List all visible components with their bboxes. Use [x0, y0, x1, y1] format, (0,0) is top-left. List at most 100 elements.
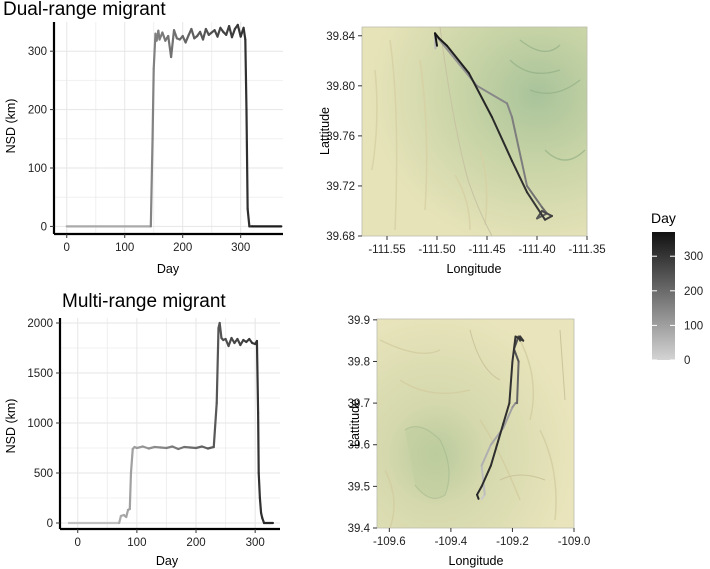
x-tick-label: -111.45	[468, 244, 505, 256]
nsd-line-segment	[128, 471, 133, 511]
gridlines	[54, 22, 283, 234]
x-tick-label: -109.0	[558, 536, 591, 548]
y-tick-label: 39.68	[326, 231, 355, 243]
x-axis-label: Day	[157, 262, 180, 276]
nsd-line-segment	[257, 471, 261, 500]
nsd-line-segment	[129, 447, 134, 475]
track-segment	[434, 32, 438, 47]
track-segment	[489, 422, 505, 467]
x-axis-label: Longitude	[449, 554, 504, 568]
nsd-line-segment	[258, 496, 263, 515]
track-segment	[511, 335, 517, 363]
x-axis-label: Longitude	[447, 262, 502, 276]
track-segment	[438, 37, 448, 47]
track-segment	[476, 84, 508, 105]
y-tick-label: 39.7	[348, 398, 370, 410]
track-series	[376, 318, 575, 529]
terrain-background	[362, 26, 587, 237]
track-segment	[468, 72, 493, 119]
track-segment	[544, 214, 553, 221]
y-tick-label: 0	[47, 518, 53, 530]
nsd-line-segment	[257, 411, 260, 475]
nsd-line-segment	[244, 38, 248, 111]
x-tick-label: -109.4	[435, 536, 468, 548]
x-tick-label: 0	[64, 242, 70, 254]
y-tick-label: 39.84	[326, 31, 355, 43]
x-tick-label: -111.40	[518, 244, 555, 256]
y-tick-label: 2000	[27, 318, 53, 330]
y-axis-label: NSD (km)	[4, 399, 18, 454]
track-segment	[502, 406, 514, 430]
y-tick-label: 500	[34, 468, 53, 480]
track-segment	[516, 360, 520, 405]
track-segment	[480, 464, 492, 488]
y-tick-label: 39.72	[326, 181, 355, 193]
tick-labels: -111.55 -111.50 -111.45 -111.40 -111.35 39.68…	[326, 31, 605, 256]
x-tick-label: 100	[127, 537, 146, 549]
map-frame	[361, 26, 588, 237]
nsd-series	[67, 321, 275, 525]
nsd-series	[65, 23, 283, 228]
track-segment	[541, 209, 553, 217]
x-tick-label: 200	[173, 242, 192, 254]
nsd-line-segment	[190, 27, 196, 40]
track-segment	[511, 116, 528, 187]
nsd-line-segment	[152, 32, 157, 70]
nsd-line-segment	[218, 321, 223, 340]
nsd-line-segment	[201, 27, 207, 41]
y-tick-label: 200	[28, 105, 47, 117]
nsd-line-segment	[170, 29, 176, 59]
legend-title: Day	[651, 210, 676, 226]
map-panel-dual: -111.55 -111.50 -111.45 -111.40 -111.35 39.68…	[318, 26, 606, 276]
x-tick-label: 0	[75, 537, 81, 549]
track-segment	[480, 464, 486, 496]
track-segment	[502, 402, 511, 425]
nsd-line-segment	[184, 34, 190, 44]
legend-tick-label: 300	[684, 251, 703, 263]
legend-tick-label: 200	[684, 286, 703, 298]
nsd-line-segment	[245, 108, 249, 210]
nsd-line-segment	[149, 137, 154, 228]
track-segment	[514, 335, 525, 342]
y-tick-label: 39.80	[326, 81, 355, 93]
day-legend: Day 0 100 200 300	[651, 210, 703, 367]
track-segment	[446, 44, 470, 75]
legend-tick-label: 0	[684, 355, 690, 367]
y-tick-label: 0	[41, 221, 47, 233]
track-segment	[511, 159, 528, 194]
nsd-line-segment	[246, 207, 251, 228]
panel-title-multi: Multi-range migrant	[62, 291, 226, 312]
map-frame	[376, 318, 575, 529]
track-segment	[512, 347, 520, 363]
nsd-line-segment	[255, 339, 260, 415]
track-segment	[476, 485, 483, 496]
x-tick-label: 100	[115, 242, 134, 254]
y-axis-label: Lattitude	[348, 399, 362, 447]
map-panel-multi: -109.6 -109.4 -109.2 -109.0 39.4 39.5 39.6 39.7…	[348, 315, 591, 568]
legend-colorbar	[652, 232, 675, 360]
track-segment	[476, 493, 480, 500]
tick-labels: 0 100 200 300 0 100 200 300	[28, 46, 250, 254]
nsd-line-segment	[242, 26, 247, 41]
x-tick-label: -111.35	[568, 244, 605, 256]
track-segment	[526, 184, 543, 209]
y-tick-label: 39.4	[348, 523, 371, 535]
nsd-panel-multi: Multi-range migrant 0 100 200 300 0 500 1000 15…	[4, 291, 280, 568]
panel-title-dual: Dual-range migrant	[3, 0, 166, 20]
y-axis-label: Lattitude	[318, 107, 332, 155]
terrain-background	[377, 319, 574, 529]
nsd-line-segment	[118, 514, 123, 525]
track-segment	[506, 102, 513, 119]
x-axis-label: Day	[156, 554, 179, 568]
nsd-line-segment	[215, 326, 220, 405]
x-tick-label: -111.55	[368, 244, 405, 256]
nsd-line-segment	[151, 67, 155, 140]
y-tick-label: 300	[28, 46, 47, 58]
x-tick-label: -109.2	[496, 536, 529, 548]
track-segment	[491, 116, 513, 162]
legend-ticks: 0 100 200 300	[652, 251, 703, 367]
nsd-line-segment	[216, 26, 222, 38]
track-segment	[526, 191, 546, 221]
nsd-line-segment	[125, 508, 130, 519]
